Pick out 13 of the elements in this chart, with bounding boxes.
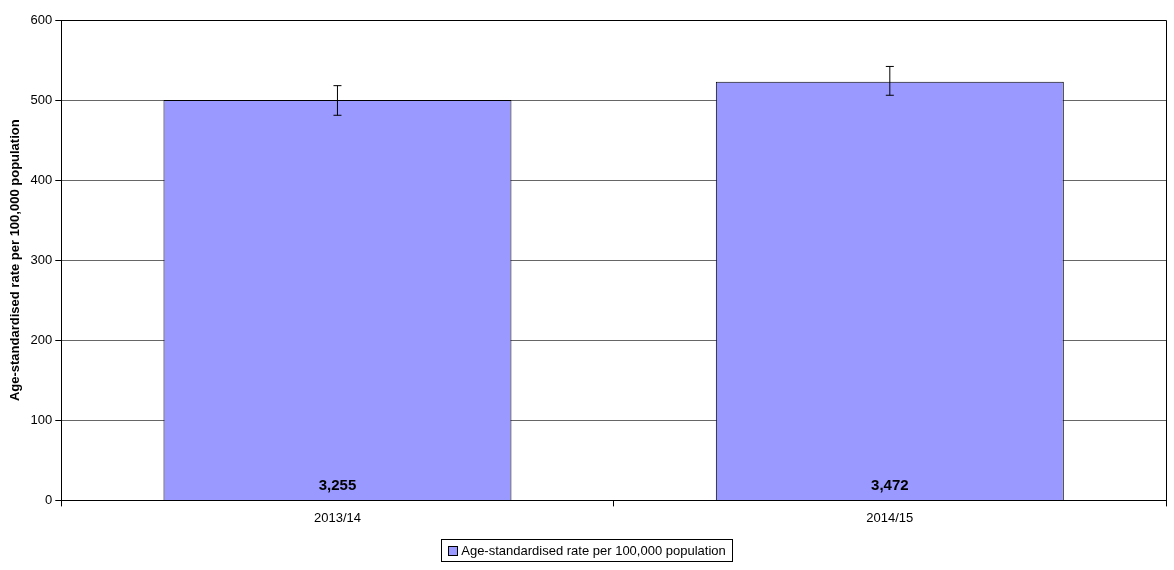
y-tick-label: 400 bbox=[30, 171, 53, 187]
y-tick-label: 300 bbox=[30, 251, 53, 267]
annotation: 3,255 bbox=[318, 476, 357, 494]
x-tick-label: 2014/15 bbox=[866, 509, 914, 525]
annotation: 3,472 bbox=[871, 476, 909, 494]
y-axis-title: Age-standardised rate per 100,000 population bbox=[7, 119, 23, 402]
y-tick-label: 600 bbox=[30, 11, 53, 27]
y-tick-label: 0 bbox=[45, 491, 53, 507]
y-tick-label: 200 bbox=[30, 331, 53, 347]
y-tick-label: 500 bbox=[30, 91, 53, 107]
y-tick-label: 100 bbox=[30, 411, 53, 427]
text: Age-standardised rate per 100,000 population bbox=[461, 543, 726, 558]
x-tick-label: 2013/14 bbox=[313, 509, 361, 525]
